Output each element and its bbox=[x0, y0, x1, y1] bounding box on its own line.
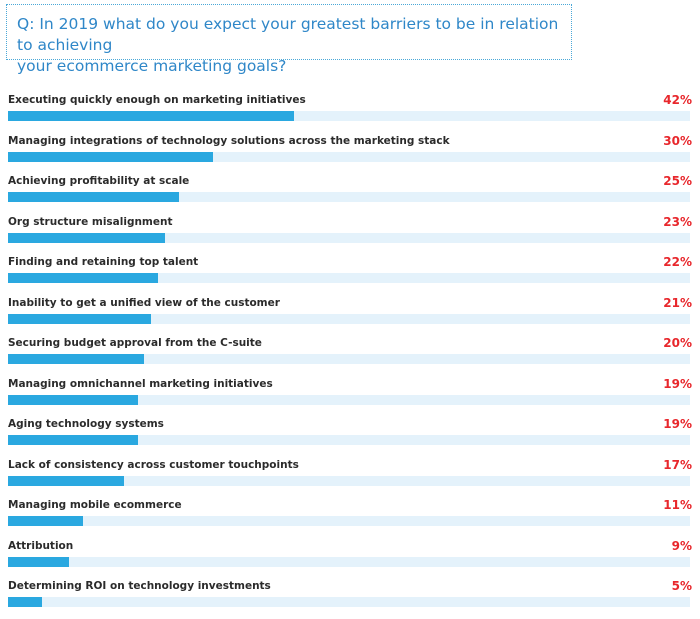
bar-label: Achieving profitability at scale bbox=[8, 175, 190, 187]
bar bbox=[8, 354, 145, 364]
bar-row: Securing budget approval from the C-suit… bbox=[0, 336, 700, 376]
bar-value-label: 25% bbox=[663, 174, 692, 188]
bar-row: Achieving profitability at scale 25% bbox=[0, 174, 700, 214]
bar bbox=[8, 475, 124, 486]
bar-label: Inability to get a unified view of the c… bbox=[8, 296, 280, 309]
bar-row: Inability to get a unified view of the c… bbox=[0, 296, 700, 336]
bar bbox=[8, 192, 179, 202]
bar-value-label: 42% bbox=[663, 93, 692, 107]
bar bbox=[8, 597, 43, 607]
bar-track bbox=[8, 232, 690, 243]
bar-track bbox=[8, 273, 690, 283]
bar-label: Managing omnichannel marketing initiativ… bbox=[8, 377, 273, 390]
bar-label: Managing mobile ecommerce bbox=[8, 499, 182, 511]
bar-row: Lack of consistency across customer touc… bbox=[0, 458, 700, 498]
bar-value-label: 22% bbox=[663, 255, 692, 269]
bar-value-label: 20% bbox=[663, 336, 692, 350]
bar-value-label: 30% bbox=[663, 133, 692, 148]
bar-track bbox=[8, 151, 690, 162]
bar bbox=[8, 435, 138, 445]
bar-row: Managing mobile ecommerce 11% bbox=[0, 498, 700, 538]
bar bbox=[8, 111, 295, 121]
bar-row: Finding and retaining top talent 22% bbox=[0, 255, 700, 295]
bar-track bbox=[8, 556, 690, 567]
bar-label: Org structure misalignment bbox=[8, 215, 173, 228]
bar-value-label: 9% bbox=[671, 538, 692, 553]
bar-label: Finding and retaining top talent bbox=[8, 256, 199, 268]
bar bbox=[8, 232, 165, 243]
bar bbox=[8, 313, 152, 324]
bar-track bbox=[8, 394, 690, 405]
bar bbox=[8, 151, 213, 162]
bar-row: Managing integrations of technology solu… bbox=[0, 134, 700, 174]
bar-label: Executing quickly enough on marketing in… bbox=[8, 94, 306, 106]
question-line-2: your ecommerce marketing goals? bbox=[17, 57, 287, 75]
bar-value-label: 11% bbox=[663, 498, 692, 512]
bar-track bbox=[8, 435, 690, 445]
bar-label: Lack of consistency across customer touc… bbox=[8, 458, 299, 471]
bar bbox=[8, 273, 159, 283]
bar-track bbox=[8, 516, 690, 526]
bar-label: Managing integrations of technology solu… bbox=[8, 134, 450, 147]
bar bbox=[8, 516, 84, 526]
bar-label: Securing budget approval from the C-suit… bbox=[8, 337, 262, 349]
bar-label: Determining ROI on technology investment… bbox=[8, 580, 271, 592]
bar-row: Executing quickly enough on marketing in… bbox=[0, 93, 700, 133]
bar-label: Attribution bbox=[8, 539, 74, 552]
bar-row: Aging technology systems 19% bbox=[0, 417, 700, 457]
bar-row: Managing omnichannel marketing initiativ… bbox=[0, 377, 700, 417]
bar bbox=[8, 556, 70, 567]
bar-track bbox=[8, 111, 690, 121]
bar-track bbox=[8, 354, 690, 364]
bar-value-label: 19% bbox=[663, 376, 692, 391]
bar-value-label: 19% bbox=[663, 417, 692, 431]
question-box: Q: In 2019 what do you expect your great… bbox=[6, 4, 572, 75]
bar-value-label: 17% bbox=[663, 457, 692, 472]
bar-row: Attribution 9% bbox=[0, 539, 700, 579]
bar-value-label: 21% bbox=[663, 295, 692, 310]
bar-track bbox=[8, 192, 690, 202]
bar-label: Aging technology systems bbox=[8, 418, 164, 430]
bar-value-label: 5% bbox=[671, 579, 692, 593]
question-line-1: Q: In 2019 what do you expect your great… bbox=[17, 15, 559, 54]
bar-value-label: 23% bbox=[663, 214, 692, 229]
bar-row: Determining ROI on technology investment… bbox=[0, 579, 700, 619]
bar-track bbox=[8, 475, 690, 486]
bar-track bbox=[8, 597, 690, 607]
bar-row: Org structure misalignment 23% bbox=[0, 215, 700, 255]
bar bbox=[8, 394, 138, 405]
bar-track bbox=[8, 313, 690, 324]
